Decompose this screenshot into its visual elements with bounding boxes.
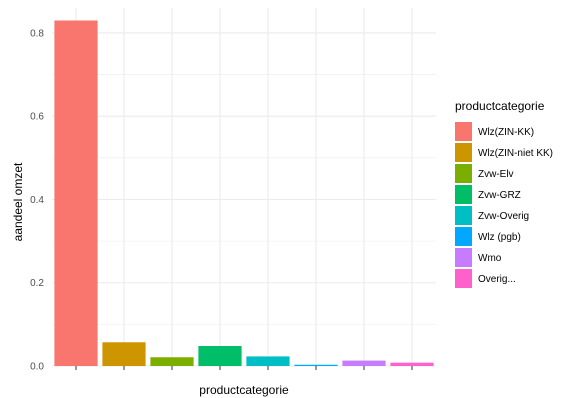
legend: productcategorie Wlz(ZIN-KK) Wlz(ZIN-niet… (455, 99, 553, 288)
legend-items: Wlz(ZIN-KK) Wlz(ZIN-niet KK) Zvw-Elv Zvw-GR… (455, 122, 553, 288)
y-tick-label: 0.0 (30, 362, 44, 373)
bar-wlz-zin-kk (54, 20, 98, 366)
legend-label: Wmo (478, 253, 502, 264)
legend-key (455, 122, 472, 141)
legend-label: Zvw-GRZ (478, 190, 521, 201)
legend-key (455, 143, 472, 162)
legend-label: Overig... (478, 274, 516, 285)
y-axis-title: aandeel omzet (11, 162, 25, 241)
legend-key (455, 164, 472, 183)
legend-key (455, 185, 472, 204)
bar-wlz-zin-niet-kk (102, 342, 146, 366)
legend-label: Zvw-Overig (478, 211, 529, 222)
bars (54, 20, 434, 366)
legend-label: Wlz(ZIN-KK) (478, 127, 534, 138)
legend-key (455, 248, 472, 267)
y-tick-label: 0.2 (30, 278, 44, 289)
legend-label: Wlz(ZIN-niet KK) (478, 148, 553, 159)
legend-label: Zvw-Elv (478, 169, 514, 180)
legend-title: productcategorie (455, 99, 545, 113)
legend-key (455, 206, 472, 225)
grid-lines (52, 8, 436, 367)
legend-label: Wlz (pgb) (478, 232, 521, 243)
x-axis-ticks (75, 366, 413, 370)
bar-overig (390, 362, 434, 366)
x-axis-title: productcategorie (199, 383, 289, 397)
bar-wmo (342, 360, 386, 366)
y-tick-label: 0.4 (30, 195, 44, 206)
bar-zvw-overig (246, 356, 290, 366)
bar-wlz-pgb (294, 364, 338, 366)
bar-zvw-grz (198, 346, 242, 366)
y-axis-ticks: 0.0 0.2 0.4 0.6 0.8 (30, 28, 44, 372)
y-tick-label: 0.6 (30, 112, 44, 123)
y-tick-label: 0.8 (30, 28, 44, 39)
bar-zvw-elv (150, 357, 194, 366)
legend-key (455, 227, 472, 246)
legend-key (455, 269, 472, 288)
